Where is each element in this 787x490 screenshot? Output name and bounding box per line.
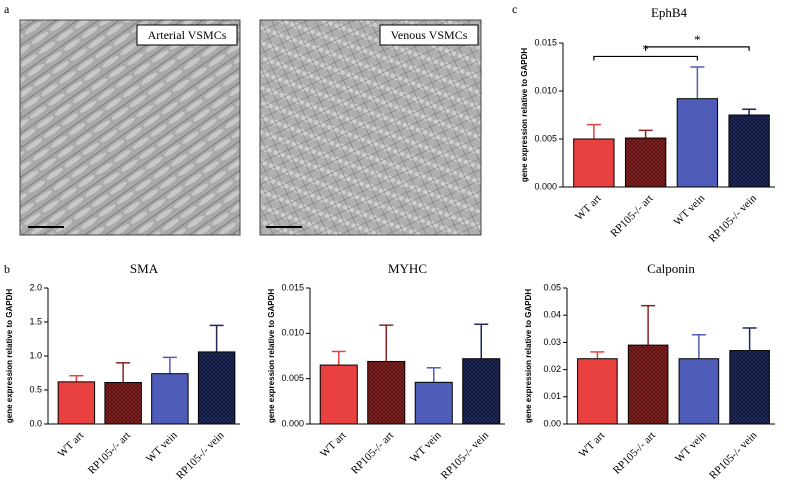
y-tick-label: 0.000 bbox=[534, 181, 557, 191]
y-tick-label: 0.0 bbox=[29, 418, 42, 428]
chart-title: SMA bbox=[130, 261, 159, 276]
x-tick-label: WT art bbox=[56, 429, 87, 460]
x-tick-label: WT vein bbox=[673, 429, 709, 465]
panel-label: a bbox=[4, 2, 10, 16]
bar bbox=[624, 137, 667, 188]
y-tick-label: 0.010 bbox=[281, 328, 304, 338]
bar bbox=[676, 98, 719, 188]
image-label-box bbox=[136, 24, 238, 46]
bar bbox=[678, 358, 720, 425]
significance-bracket bbox=[593, 55, 698, 61]
micrograph bbox=[259, 19, 482, 236]
y-tick-label: 0.02 bbox=[543, 364, 561, 374]
y-tick-label: 0.01 bbox=[543, 391, 561, 401]
image-label-box bbox=[379, 24, 479, 46]
x-tick-label: RP105-/- art bbox=[86, 429, 133, 476]
x-tick-label: RP105-/- art bbox=[608, 192, 655, 239]
chart-title: Calponin bbox=[647, 261, 695, 276]
image-label: Arterial VSMCs bbox=[148, 28, 227, 42]
x-tick-label: RP105-/- art bbox=[349, 429, 396, 476]
significance-bracket bbox=[645, 46, 750, 51]
bar bbox=[319, 364, 358, 425]
bar bbox=[151, 373, 189, 425]
panel-label: c bbox=[512, 2, 517, 16]
bar bbox=[197, 351, 236, 425]
y-tick-label: 0.04 bbox=[543, 310, 561, 320]
y-tick-label: 1.5 bbox=[29, 316, 42, 326]
bar bbox=[728, 114, 770, 188]
x-tick-label: WT art bbox=[573, 192, 604, 223]
y-tick-label: 0.015 bbox=[534, 37, 557, 47]
y-axis-label: gene expression relative to GAPDH bbox=[5, 289, 14, 423]
micrograph bbox=[19, 19, 241, 236]
y-axis-label: gene expression relative to GAPDH bbox=[520, 48, 529, 182]
chart-title: EphB4 bbox=[651, 5, 688, 20]
bar bbox=[414, 381, 453, 425]
y-axis-label: gene expression relative to GAPDH bbox=[267, 289, 276, 423]
x-tick-label: WT art bbox=[318, 429, 349, 460]
bar bbox=[627, 344, 669, 425]
x-tick-label: WT art bbox=[577, 429, 608, 460]
x-tick-label: RP105-/- vein bbox=[707, 429, 760, 482]
x-tick-label: RP105-/- vein bbox=[707, 192, 760, 245]
y-axis-label: gene expression relative to GAPDH bbox=[524, 289, 533, 423]
x-tick-label: WT vein bbox=[408, 429, 444, 465]
x-tick-label: WT vein bbox=[672, 192, 708, 228]
y-tick-label: 1.0 bbox=[29, 350, 42, 360]
x-tick-label: RP105-/- art bbox=[611, 429, 658, 476]
image-label: Venous VSMCs bbox=[391, 28, 468, 42]
bar bbox=[729, 350, 770, 425]
y-tick-label: 0.5 bbox=[29, 384, 42, 394]
bar bbox=[577, 358, 618, 425]
x-tick-label: RP105-/- vein bbox=[439, 429, 492, 482]
y-tick-label: 0.03 bbox=[543, 337, 561, 347]
y-tick-label: 2.0 bbox=[29, 282, 42, 292]
x-tick-label: RP105-/- vein bbox=[174, 429, 227, 482]
y-tick-label: 0.00 bbox=[543, 418, 561, 428]
x-tick-label: WT vein bbox=[144, 429, 180, 465]
panel-label: b bbox=[4, 262, 10, 276]
y-tick-label: 0.005 bbox=[281, 373, 304, 383]
significance-label: * bbox=[694, 32, 701, 47]
y-tick-label: 0.000 bbox=[281, 418, 304, 428]
bar bbox=[462, 358, 501, 425]
y-tick-label: 0.005 bbox=[534, 133, 557, 143]
bar bbox=[57, 381, 96, 425]
bar bbox=[367, 360, 406, 425]
bar bbox=[573, 138, 615, 188]
bar bbox=[104, 382, 142, 425]
y-tick-label: 0.05 bbox=[543, 282, 561, 292]
y-tick-label: 0.015 bbox=[281, 282, 304, 292]
y-tick-label: 0.010 bbox=[534, 85, 557, 95]
chart-title: MYHC bbox=[388, 261, 427, 276]
